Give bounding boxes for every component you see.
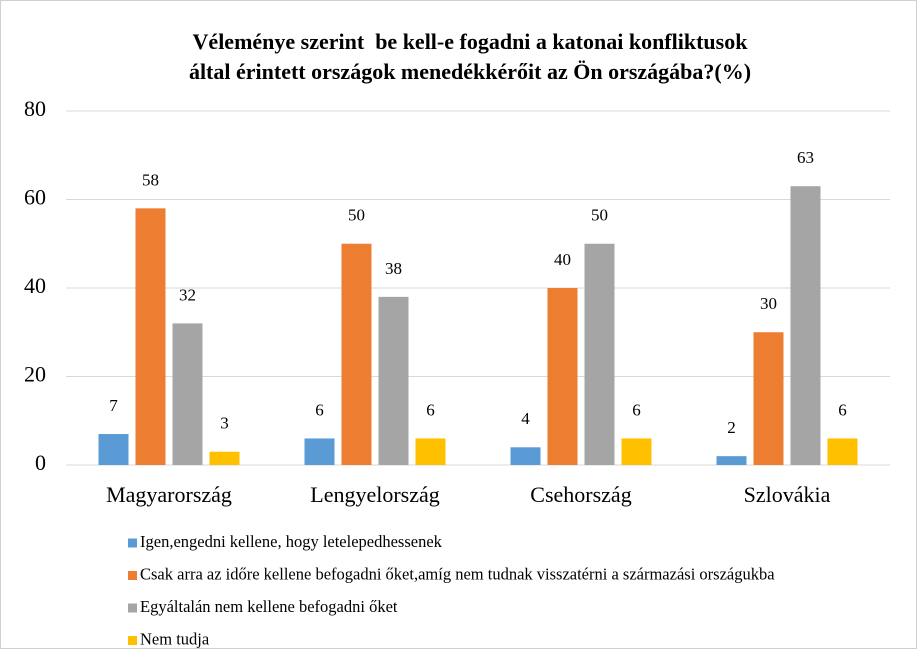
bar — [621, 438, 652, 465]
y-tick-label: 20 — [24, 362, 46, 387]
y-tick-label: 80 — [24, 96, 46, 121]
legend-label: Igen,engedni kellene, hogy letelepedhess… — [140, 532, 443, 551]
bar — [341, 243, 372, 465]
data-label: 7 — [109, 396, 118, 415]
y-tick-label: 40 — [24, 273, 46, 298]
bar — [753, 332, 784, 465]
legend-swatch — [128, 571, 137, 580]
data-label: 50 — [591, 206, 608, 225]
data-label: 58 — [142, 170, 159, 189]
data-label: 4 — [521, 409, 530, 428]
legend-label: Egyáltalán nem kellene befogadni őket — [140, 597, 398, 616]
data-label: 32 — [179, 285, 196, 304]
data-label: 40 — [554, 250, 571, 269]
bar — [827, 438, 858, 465]
data-label: 2 — [727, 418, 736, 437]
bar — [98, 434, 129, 465]
bar — [510, 447, 541, 465]
x-tick-label: Szlovákia — [744, 482, 831, 507]
data-label: 38 — [385, 259, 402, 278]
data-label: 63 — [797, 148, 814, 167]
legend-label: Csak arra az időre kellene befogadni őke… — [140, 564, 775, 583]
bar — [378, 296, 409, 465]
chart-title-line: Véleménye szerint be kell-e fogadni a ka… — [193, 29, 749, 54]
legend-swatch — [128, 603, 137, 613]
bar — [790, 186, 821, 465]
data-label: 6 — [838, 400, 847, 419]
bar — [547, 288, 578, 465]
bar — [415, 438, 446, 465]
x-tick-label: Csehország — [530, 482, 631, 507]
data-label: 6 — [632, 400, 641, 419]
data-label: 6 — [315, 400, 324, 419]
legend-swatch — [128, 538, 137, 548]
data-label: 30 — [760, 294, 777, 313]
x-tick-label: Magyarország — [106, 482, 232, 507]
chart-title-line: által érintett országok menedékkérőit az… — [189, 59, 751, 84]
bar — [716, 456, 747, 465]
legend-swatch — [128, 636, 137, 645]
bar — [209, 451, 240, 465]
bar — [135, 208, 166, 465]
data-label: 50 — [348, 206, 365, 225]
data-label: 6 — [426, 400, 435, 419]
legend-label: Nem tudja — [140, 629, 210, 648]
bar — [304, 438, 335, 465]
data-label: 3 — [220, 414, 229, 433]
y-tick-label: 60 — [24, 185, 46, 210]
y-tick-label: 0 — [35, 450, 46, 475]
x-tick-label: Lengyelország — [310, 482, 440, 507]
bar — [584, 243, 615, 465]
bar — [172, 323, 203, 465]
